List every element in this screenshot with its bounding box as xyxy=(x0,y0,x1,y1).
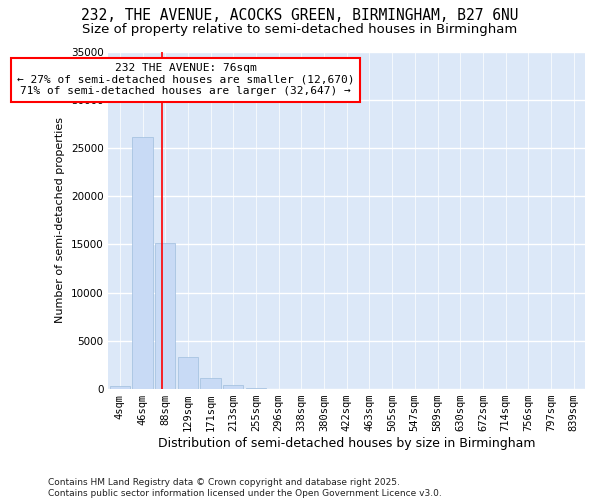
Text: 232, THE AVENUE, ACOCKS GREEN, BIRMINGHAM, B27 6NU: 232, THE AVENUE, ACOCKS GREEN, BIRMINGHA… xyxy=(81,8,519,22)
Bar xyxy=(246,388,266,389)
Text: Contains HM Land Registry data © Crown copyright and database right 2025.
Contai: Contains HM Land Registry data © Crown c… xyxy=(48,478,442,498)
Bar xyxy=(155,244,175,389)
Bar xyxy=(110,386,130,389)
Bar xyxy=(178,358,198,389)
Bar xyxy=(223,384,244,389)
Text: Size of property relative to semi-detached houses in Birmingham: Size of property relative to semi-detach… xyxy=(82,22,518,36)
Y-axis label: Number of semi-detached properties: Number of semi-detached properties xyxy=(55,118,65,324)
Text: 232 THE AVENUE: 76sqm
← 27% of semi-detached houses are smaller (12,670)
71% of : 232 THE AVENUE: 76sqm ← 27% of semi-deta… xyxy=(17,63,355,96)
Bar xyxy=(200,378,221,389)
X-axis label: Distribution of semi-detached houses by size in Birmingham: Distribution of semi-detached houses by … xyxy=(158,437,535,450)
Bar xyxy=(132,138,153,389)
